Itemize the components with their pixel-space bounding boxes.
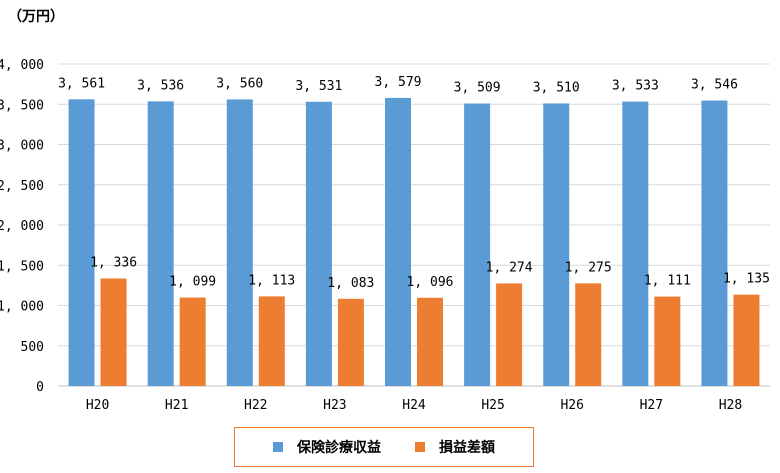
bar-profit [733,294,760,386]
data-label-revenue: 3, 536 [137,78,184,93]
y-tick-label: 3, 000 [0,139,44,154]
data-label-profit: 1, 274 [486,260,533,275]
bar-revenue [305,101,332,386]
data-label-profit: 1, 099 [169,275,216,290]
data-label-profit: 1, 113 [248,273,295,288]
bar-revenue [226,99,253,387]
legend-label-revenue: 保険診療収益 [297,440,381,456]
bar-revenue [68,99,95,386]
data-label-revenue: 3, 561 [58,76,105,91]
y-tick-label: 1, 000 [0,300,44,315]
y-tick-label: 2, 000 [0,219,44,234]
x-tick-label: H24 [402,398,426,413]
x-tick-label: H23 [323,398,346,413]
bar-revenue [622,101,649,386]
data-label-profit: 1, 096 [407,275,454,290]
bar-revenue [147,101,174,387]
y-tick-label: 3, 500 [0,98,44,113]
bar-profit [100,278,127,386]
x-tick-label: H28 [719,398,742,413]
data-label-profit: 1, 111 [644,274,691,289]
y-unit-label: （万円） [8,9,64,25]
legend-swatch-revenue [273,442,283,452]
x-tick-label: H20 [86,398,109,413]
bar-profit [417,297,443,386]
data-label-revenue: 3, 533 [612,79,659,94]
bar-profit [654,296,681,386]
bar-revenue [701,100,728,386]
data-label-revenue: 3, 509 [454,81,501,96]
data-label-revenue: 3, 510 [533,80,580,95]
x-tick-label: H27 [640,398,663,413]
bar-profit [575,283,602,386]
y-tick-label: 2, 500 [0,179,44,194]
x-tick-label: H25 [481,398,504,413]
bar-profit [179,297,206,386]
y-tick-label: 1, 500 [0,259,44,274]
y-tick-label: 500 [21,340,44,355]
data-label-profit: 1, 275 [565,260,612,275]
bar-profit [258,296,285,386]
x-tick-label: H26 [560,398,583,413]
legend: 保険診療収益 損益差額 [234,427,534,467]
bar-chart: 0 500 1, 000 1, 500 2, 000 2, 500 3, 000 3, 500… [0,58,770,413]
data-label-profit: 1, 083 [327,276,374,291]
data-label-revenue: 3, 579 [375,75,422,90]
y-tick-label: 0 [36,380,44,395]
data-label-revenue: 3, 546 [691,78,738,93]
legend-swatch-profit [415,442,425,452]
data-label-profit: 1, 336 [90,255,137,270]
legend-item-revenue: 保険診療収益 [273,437,381,457]
bar-profit [337,298,364,386]
legend-label-profit: 損益差額 [439,440,495,456]
y-tick-label: 4, 000 [0,58,44,73]
bar-profit [496,283,523,386]
data-label-revenue: 3, 531 [295,79,342,94]
x-tick-label: H22 [244,398,267,413]
data-label-revenue: 3, 560 [216,76,263,91]
x-tick-label: H21 [165,398,188,413]
bar-revenue [543,103,570,386]
bar-revenue [385,97,411,386]
legend-item-profit: 損益差額 [415,437,495,457]
bar-revenue [464,103,491,386]
data-label-profit: 1, 135 [723,272,770,287]
